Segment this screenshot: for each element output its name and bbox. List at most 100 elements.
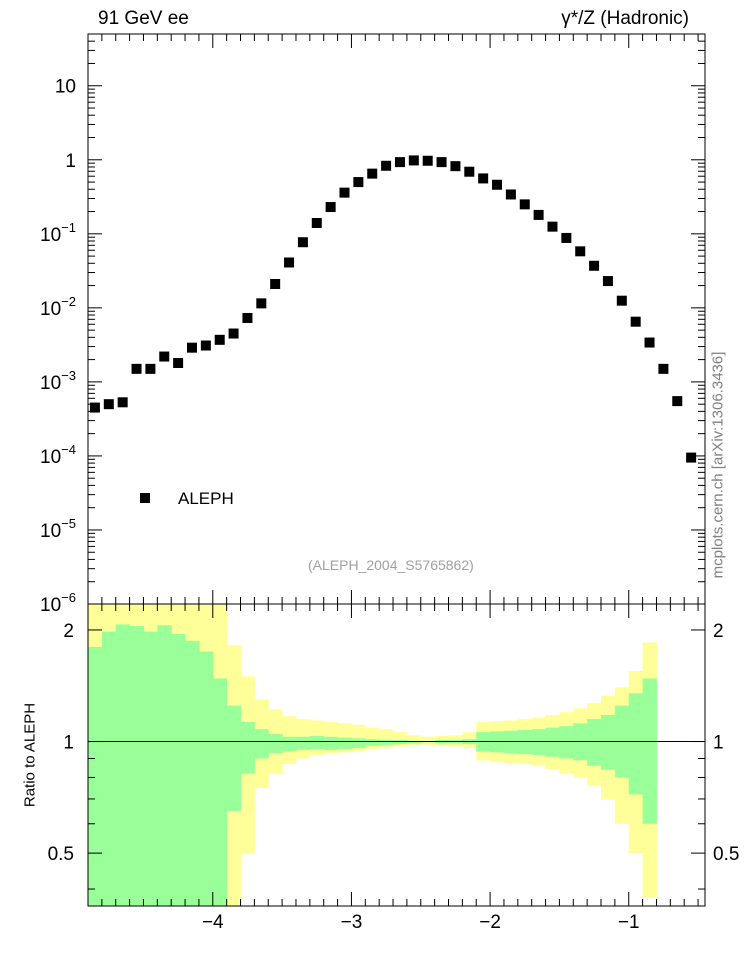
data-point <box>644 337 655 348</box>
data-point <box>353 177 364 188</box>
inner-band-bin <box>351 738 366 749</box>
inner-band-bin <box>559 726 574 759</box>
y-tick-label: 10−3 <box>40 368 76 394</box>
x-tick-label: −1 <box>618 912 640 933</box>
inner-band-bin <box>365 739 380 746</box>
inner-band-bin <box>323 736 339 750</box>
legend-label: ALEPH <box>178 489 234 508</box>
inner-band-bin <box>254 729 269 759</box>
ratio-uncertainty-bands <box>88 604 657 906</box>
x-tick-label: −4 <box>202 912 224 933</box>
y-tick-label: 10−1 <box>40 220 76 246</box>
y-tick-label: 1 <box>65 151 76 172</box>
inner-band-bin <box>185 640 200 906</box>
data-point <box>270 279 281 290</box>
data-point <box>89 402 100 413</box>
inner-band-bin <box>268 733 283 754</box>
inner-band-bin <box>282 736 297 752</box>
y-tick-label: 10 <box>55 77 76 98</box>
data-point <box>658 363 669 374</box>
inner-band-bin <box>642 678 657 824</box>
y-tick-label: 10−6 <box>40 590 76 616</box>
inner-band-bin <box>143 631 158 906</box>
data-point <box>200 340 211 351</box>
ratio-y-tick-label-left: 0.5 <box>48 844 74 865</box>
process-label: γ*/Z (Hadronic) <box>561 8 689 29</box>
ratio-y-tick-label-left: 1 <box>63 733 74 754</box>
y-tick-label: 10−4 <box>40 442 76 468</box>
x-tick-label: −2 <box>479 912 501 933</box>
data-point <box>381 160 392 171</box>
inner-band-bin <box>587 719 602 766</box>
data-point <box>311 218 322 229</box>
inner-band-bin <box>101 631 117 906</box>
inner-band-bin <box>628 693 644 795</box>
y-tick-label: 10−5 <box>40 516 76 542</box>
x-tick-label: −3 <box>341 912 363 933</box>
axis-ticks <box>87 33 705 906</box>
inner-band-bin <box>115 624 131 906</box>
data-point <box>533 209 544 220</box>
data-point <box>492 179 503 190</box>
data-point <box>159 351 170 362</box>
data-point <box>408 155 419 166</box>
data-point <box>686 452 697 463</box>
ratio-frame <box>87 603 706 907</box>
inner-band-bin <box>531 729 547 755</box>
inner-band-bin <box>171 634 186 906</box>
data-point <box>547 221 558 232</box>
ratio-y-tick-label-right: 0.5 <box>713 844 739 865</box>
data-point <box>575 246 586 257</box>
watermark-text: mcplots.cern.ch [arXiv:1306.3436] <box>709 351 727 579</box>
data-point <box>436 157 447 168</box>
data-point <box>394 157 405 168</box>
data-point <box>630 316 641 327</box>
data-point <box>589 260 600 271</box>
axis-tick-labels: 10 1 10−1 10−2 10−3 10−4 10−5 10−6 −4 −3 −2 −1 2 2 1 1 0… <box>40 77 739 933</box>
data-point <box>367 168 378 179</box>
data-point <box>173 357 184 368</box>
data-point <box>325 202 336 213</box>
data-point <box>602 276 613 287</box>
outer-band-bin <box>406 735 422 746</box>
data-point <box>131 363 142 374</box>
inner-band-bin <box>129 625 144 906</box>
data-point <box>505 189 516 200</box>
data-point <box>214 334 225 345</box>
data-point <box>186 342 197 353</box>
outer-band-bin <box>379 729 394 749</box>
data-point <box>297 237 308 248</box>
main-frame <box>87 33 706 605</box>
ratio-y-tick-label-left: 2 <box>63 621 74 642</box>
data-point <box>422 155 433 166</box>
data-point <box>519 199 530 210</box>
data-point <box>339 187 350 198</box>
inner-band-bin <box>295 736 311 750</box>
data-point <box>478 173 489 184</box>
data-point <box>450 161 461 172</box>
data-point <box>256 298 267 309</box>
aleph-data-points <box>89 155 697 463</box>
data-point <box>616 295 627 306</box>
data-point <box>242 312 253 323</box>
inner-band-bin <box>240 721 255 774</box>
data-point <box>561 232 572 243</box>
ratio-y-axis-label: Ratio to ALEPH <box>21 702 39 808</box>
data-point <box>464 166 475 177</box>
ratio-y-tick-label-right: 2 <box>713 621 724 642</box>
outer-band-bin <box>393 732 408 747</box>
outer-band-bin <box>420 736 436 745</box>
inner-band-bin <box>212 678 228 906</box>
inner-band-bin <box>157 625 172 906</box>
inner-band-bin <box>379 739 394 745</box>
inner-band-bin <box>601 714 616 770</box>
data-point <box>103 399 114 410</box>
inner-band-bin <box>309 736 325 749</box>
inner-band-bin <box>226 705 242 811</box>
inner-band-bin <box>545 727 560 757</box>
data-point <box>145 363 156 374</box>
inner-band-bin <box>198 651 214 906</box>
data-point <box>228 328 239 339</box>
analysis-id-label: (ALEPH_2004_S5765862) <box>308 557 474 573</box>
